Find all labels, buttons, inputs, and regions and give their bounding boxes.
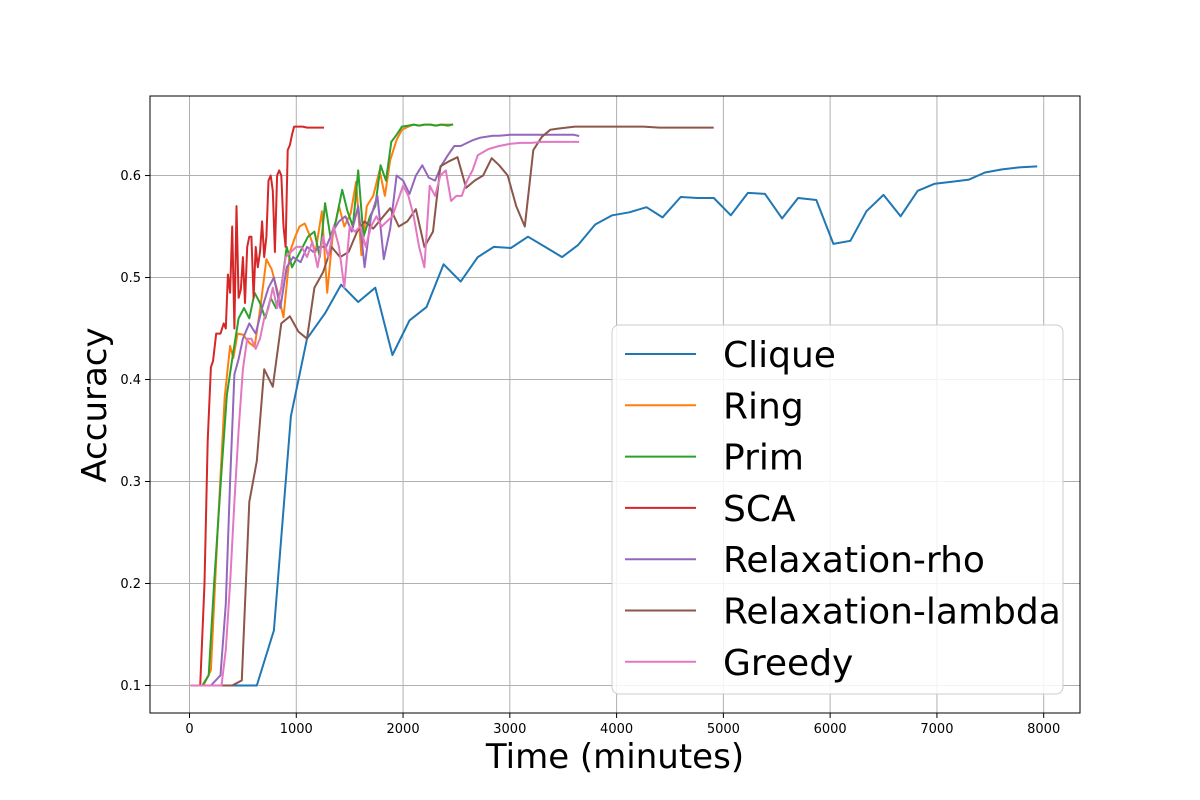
- legend-label-relaxation-rho: Relaxation-rho: [723, 540, 985, 581]
- y-tick-label: 0.2: [120, 577, 141, 592]
- series-line-prim: [190, 123, 454, 687]
- series-line-relaxation-rho: [190, 133, 580, 687]
- x-tick-label: 3000: [493, 722, 526, 737]
- legend-label-sca: SCA: [723, 489, 796, 530]
- y-tick-label: 0.1: [120, 679, 141, 694]
- y-tick-label: 0.5: [120, 271, 141, 286]
- x-tick-label: 5000: [707, 722, 740, 737]
- plot-frame: [149, 95, 1081, 714]
- series-line-greedy: [190, 140, 580, 687]
- legend-label-clique: Clique: [723, 335, 836, 376]
- x-tick-label: 8000: [1027, 722, 1060, 737]
- x-tick-label: 2000: [387, 722, 420, 737]
- legend-label-relaxation-lambda: Relaxation-lambda: [723, 592, 1061, 633]
- legend: Clique Ring Prim SCA Relaxation-rho Relaxatio…: [611, 324, 1064, 695]
- y-tick-label: 0.3: [120, 475, 141, 490]
- series-line-relaxation-lambda: [190, 125, 714, 687]
- x-tick-label: 4000: [600, 722, 633, 737]
- legend-box: [611, 324, 1064, 695]
- axis-ticks: 0 1000 2000 3000 4000 5000 6000 7000 8000 0.1 0.2 0…: [120, 169, 1060, 737]
- y-axis-label: Accuracy: [75, 327, 115, 482]
- legend-label-prim: Prim: [723, 438, 804, 479]
- legend-entries: Clique Ring Prim SCA Relaxation-rho Relaxatio…: [625, 335, 1061, 684]
- x-tick-label: 1000: [280, 722, 313, 737]
- x-tick-label: 0: [185, 722, 193, 737]
- x-axis-label: Time (minutes): [485, 737, 744, 777]
- series-line-sca: [190, 125, 324, 687]
- y-tick-label: 0.4: [120, 373, 141, 388]
- legend-label-greedy: Greedy: [723, 643, 853, 684]
- series-line-clique: [190, 165, 1038, 687]
- x-tick-label: 6000: [814, 722, 847, 737]
- x-tick-label: 7000: [920, 722, 953, 737]
- legend-label-ring: Ring: [723, 386, 804, 427]
- series-lines: [190, 123, 1038, 687]
- y-tick-label: 0.6: [120, 169, 141, 184]
